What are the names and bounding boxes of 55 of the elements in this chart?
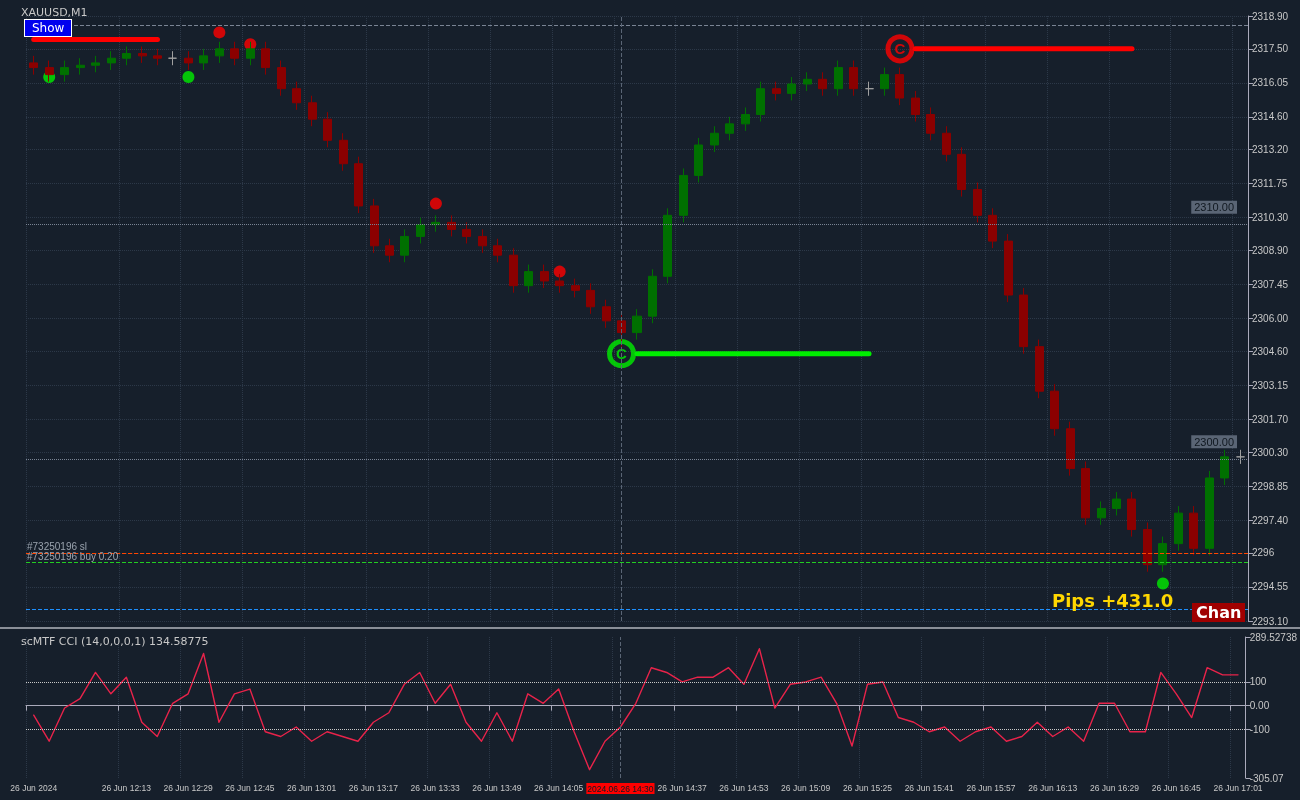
y-tick-label: 2298.85 xyxy=(1252,480,1289,492)
y-tick-label: 2308.90 xyxy=(1252,245,1289,256)
y-tick-label: 2293.10 xyxy=(1252,615,1289,627)
y-tick-label: 2296 xyxy=(1252,547,1275,559)
y-tick-label: 2311.75 xyxy=(1252,178,1288,190)
y-tick-label: 2300.30 xyxy=(1252,446,1289,458)
ref-line-label: #73250196 buy 0.20 xyxy=(27,550,119,562)
y-tick-label: 2317.50 xyxy=(1252,43,1289,55)
x-tick-label: 26 Jun 16:13 xyxy=(1028,782,1078,793)
y-tick-label: 2318.90 xyxy=(1252,10,1289,22)
ref-line-label: 2310.00 xyxy=(1194,201,1234,214)
x-tick-label: 26 Jun 13:33 xyxy=(410,782,460,793)
show-button: Show xyxy=(24,19,73,37)
annotation: Pips +431.0 xyxy=(1052,590,1174,611)
y-tick-label: -305.07 xyxy=(1249,772,1285,784)
x-tick-label: 26 Jun 16:45 xyxy=(1151,782,1202,793)
x-tick-label: 26 Jun 15:57 xyxy=(966,782,1016,793)
x-tick-label: 26 Jun 14:53 xyxy=(719,782,769,793)
y-tick-label: 289.52738 xyxy=(1249,631,1298,643)
y-tick-label: 0.00 xyxy=(1249,700,1270,712)
y-tick-label: 2314.60 xyxy=(1252,111,1289,123)
chart-title: XAUUSD,M1 xyxy=(21,6,88,19)
y-tick-label: 2297.40 xyxy=(1252,514,1289,526)
data-label: C xyxy=(894,40,906,58)
y-tick-label: 2306.00 xyxy=(1252,313,1289,324)
x-tick-label: 26 Jun 12:13 xyxy=(101,782,152,793)
x-tick-label: 26 Jun 15:25 xyxy=(842,782,893,793)
y-tick-label: 2313.20 xyxy=(1252,144,1289,156)
x-tick-label: 26 Jun 13:49 xyxy=(472,782,522,793)
y-tick-label: 2304.60 xyxy=(1252,345,1289,357)
x-tick-label: 26 Jun 16:29 xyxy=(1089,782,1140,793)
x-tick-label: 26 Jun 15:41 xyxy=(904,782,955,793)
x-tick-label: 26 Jun 17:01 xyxy=(1213,782,1263,793)
ref-line-label: #73250196 sl xyxy=(27,541,88,553)
y-tick-label: 2316.05 xyxy=(1252,77,1289,89)
chart-title: scMTF CCI (14,0,0,0,1) 134.58775 xyxy=(21,635,209,648)
x-tick-label: 26 Jun 14:05 xyxy=(534,782,584,793)
y-tick-label: -100 xyxy=(1249,723,1271,735)
x-tick-label: 26 Jun 13:01 xyxy=(287,782,337,793)
x-tick-label: 2024.06.26 14:30 xyxy=(587,783,654,794)
y-tick-label: 2294.55 xyxy=(1252,581,1289,593)
x-tick-label: 26 Jun 12:45 xyxy=(225,782,275,793)
y-tick-label: 2301.70 xyxy=(1252,413,1289,425)
y-tick-label: 100 xyxy=(1249,676,1267,688)
x-tick-label: 26 Jun 2024 xyxy=(10,782,58,793)
x-tick-label: 26 Jun 14:37 xyxy=(657,782,708,793)
y-tick-label: 2307.45 xyxy=(1252,279,1289,290)
x-tick-label: 26 Jun 13:17 xyxy=(348,782,399,793)
ref-line-label: 2300.00 xyxy=(1194,435,1234,448)
y-tick-label: 2310.30 xyxy=(1252,212,1289,224)
x-tick-label: 26 Jun 15:09 xyxy=(781,782,831,793)
y-tick-label: 2303.15 xyxy=(1252,379,1289,391)
data-label: C xyxy=(616,345,628,363)
annotation: Chan xyxy=(1192,603,1246,622)
x-tick-label: 26 Jun 12:29 xyxy=(163,782,213,793)
